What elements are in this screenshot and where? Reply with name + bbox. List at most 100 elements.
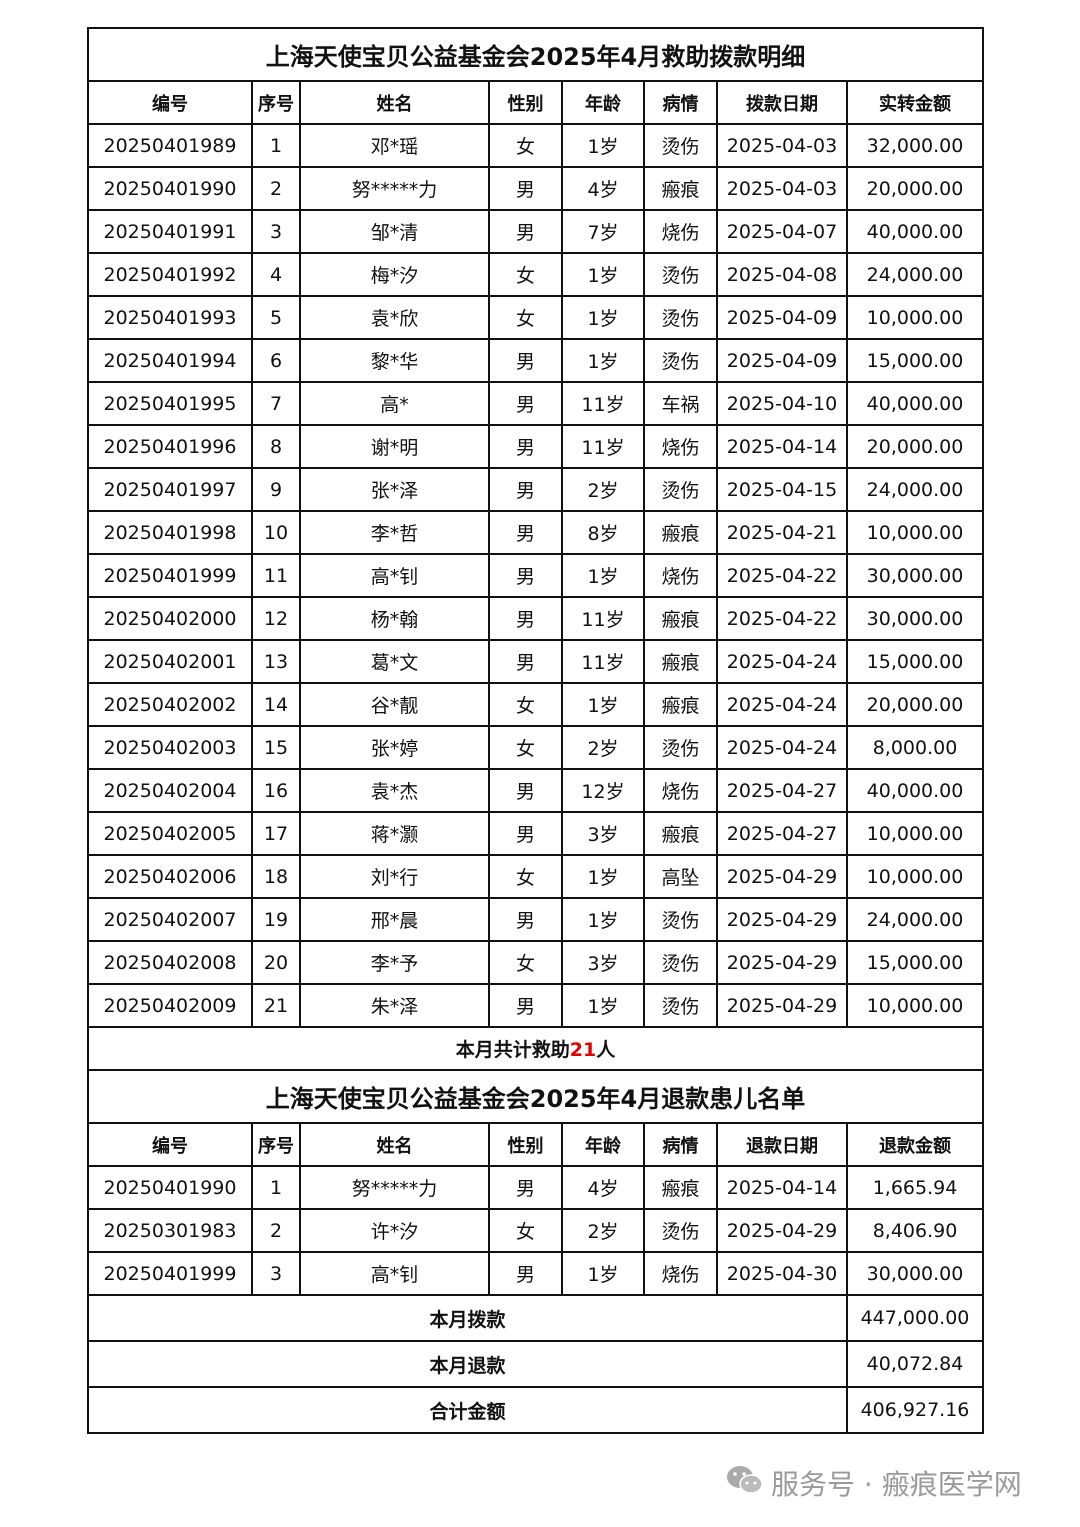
table-header-row: 编号 序号 姓名 性别 年龄 病情 退款日期 退款金额: [87, 1122, 984, 1167]
cell-age: 2岁: [561, 467, 645, 512]
cell-condition: 烧伤: [643, 1251, 718, 1296]
cell-id: 20250402009: [87, 983, 253, 1028]
cell-gender: 女: [488, 854, 563, 899]
cell-age: 1岁: [561, 338, 645, 383]
cell-date: 2025-04-07: [716, 209, 848, 254]
cell-name: 蒋*灏: [299, 811, 490, 856]
total-value: 40,072.84: [846, 1340, 984, 1388]
cell-amount: 24,000.00: [846, 897, 984, 942]
header-gender: 性别: [488, 80, 563, 125]
cell-amount: 15,000.00: [846, 940, 984, 985]
cell-gender: 男: [488, 897, 563, 942]
cell-date: 2025-04-14: [716, 1165, 848, 1210]
cell-condition: 瘢痕: [643, 1165, 718, 1210]
cell-amount: 40,000.00: [846, 209, 984, 254]
cell-age: 1岁: [561, 854, 645, 899]
total-row: 本月拨款 447,000.00: [87, 1294, 984, 1342]
cell-name: 邢*晨: [299, 897, 490, 942]
cell-id: 20250402008: [87, 940, 253, 985]
cell-gender: 男: [488, 1251, 563, 1296]
cell-seq: 18: [251, 854, 301, 899]
table-row: 20250401999 11 高*钊男 1岁 烧伤 2025-04-22 30,000.00: [87, 553, 984, 598]
cell-gender: 男: [488, 596, 563, 641]
cell-amount: 40,000.00: [846, 381, 984, 426]
cell-condition: 烧伤: [643, 209, 718, 254]
cell-gender: 女: [488, 1208, 563, 1253]
cell-date: 2025-04-29: [716, 983, 848, 1028]
aided-count: 21: [569, 1039, 597, 1061]
table-row: 20250401998 10 李*哲男 8岁 瘢痕 2025-04-21 10,000.00: [87, 510, 984, 555]
cell-name: 葛*文: [299, 639, 490, 684]
cell-date: 2025-04-15: [716, 467, 848, 512]
cell-age: 1岁: [561, 682, 645, 727]
cell-age: 1岁: [561, 123, 645, 168]
cell-seq: 4: [251, 252, 301, 297]
cell-id: 20250402007: [87, 897, 253, 942]
cell-gender: 男: [488, 166, 563, 211]
cell-gender: 男: [488, 424, 563, 469]
cell-id: 20250402006: [87, 854, 253, 899]
cell-name: 张*婷: [299, 725, 490, 770]
table-row: 20250401990 1 努*****力男 4岁 瘢痕 2025-04-14 1,665.…: [87, 1165, 984, 1210]
cell-gender: 男: [488, 1165, 563, 1210]
wechat-icon: [725, 1464, 765, 1503]
table-row: 20250402008 20 李*予女 3岁 烫伤 2025-04-29 15,000.00: [87, 940, 984, 985]
cell-name: 黎*华: [299, 338, 490, 383]
header-id: 编号: [87, 1122, 253, 1167]
cell-gender: 女: [488, 682, 563, 727]
cell-date: 2025-04-22: [716, 553, 848, 598]
table-row: 20250401989 1 邓*瑶女 1岁 烫伤 2025-04-03 32,000.00: [87, 123, 984, 168]
cell-age: 11岁: [561, 424, 645, 469]
watermark: 服务号 · 瘢痕医学网: [725, 1463, 1022, 1503]
cell-amount: 20,000.00: [846, 424, 984, 469]
cell-id: 20250401991: [87, 209, 253, 254]
cell-id: 20250402003: [87, 725, 253, 770]
cell-condition: 烫伤: [643, 725, 718, 770]
cell-date: 2025-04-29: [716, 1208, 848, 1253]
header-seq: 序号: [251, 80, 301, 125]
cell-gender: 女: [488, 123, 563, 168]
cell-date: 2025-04-24: [716, 682, 848, 727]
header-condition: 病情: [643, 80, 718, 125]
cell-seq: 14: [251, 682, 301, 727]
cell-condition: 瘢痕: [643, 682, 718, 727]
cell-gender: 男: [488, 553, 563, 598]
cell-seq: 2: [251, 166, 301, 211]
cell-id: 20250401999: [87, 1251, 253, 1296]
cell-age: 1岁: [561, 897, 645, 942]
header-amount: 退款金额: [846, 1122, 984, 1167]
cell-name: 刘*行: [299, 854, 490, 899]
table-row: 20250401996 8 谢*明男 11岁 烧伤 2025-04-14 20,000.00: [87, 424, 984, 469]
cell-condition: 烧伤: [643, 768, 718, 813]
cell-age: 1岁: [561, 1251, 645, 1296]
cell-age: 7岁: [561, 209, 645, 254]
cell-amount: 20,000.00: [846, 682, 984, 727]
cell-id: 20250401990: [87, 1165, 253, 1210]
cell-date: 2025-04-22: [716, 596, 848, 641]
cell-id: 20250401995: [87, 381, 253, 426]
header-amount: 实转金额: [846, 80, 984, 125]
cell-condition: 烫伤: [643, 338, 718, 383]
cell-seq: 1: [251, 1165, 301, 1210]
cell-age: 1岁: [561, 553, 645, 598]
table-title-refund: 上海天使宝贝公益基金会2025年4月退款患儿名单: [87, 1069, 984, 1124]
cell-seq: 13: [251, 639, 301, 684]
cell-gender: 女: [488, 725, 563, 770]
cell-age: 12岁: [561, 768, 645, 813]
cell-name: 高*钊: [299, 1251, 490, 1296]
table-header-row: 编号 序号 姓名 性别 年龄 病情 拨款日期 实转金额: [87, 80, 984, 125]
cell-seq: 1: [251, 123, 301, 168]
table-row: 20250401990 2 努*****力男 4岁 瘢痕 2025-04-03 20,000…: [87, 166, 984, 211]
cell-seq: 3: [251, 1251, 301, 1296]
cell-date: 2025-04-08: [716, 252, 848, 297]
cell-age: 1岁: [561, 983, 645, 1028]
cell-amount: 10,000.00: [846, 510, 984, 555]
table-row: 20250402000 12 杨*翰男 11岁 瘢痕 2025-04-22 30,000.0…: [87, 596, 984, 641]
cell-id: 20250401994: [87, 338, 253, 383]
cell-amount: 30,000.00: [846, 1251, 984, 1296]
cell-condition: 高坠: [643, 854, 718, 899]
cell-gender: 女: [488, 252, 563, 297]
cell-age: 11岁: [561, 639, 645, 684]
cell-id: 20250401992: [87, 252, 253, 297]
cell-age: 3岁: [561, 940, 645, 985]
